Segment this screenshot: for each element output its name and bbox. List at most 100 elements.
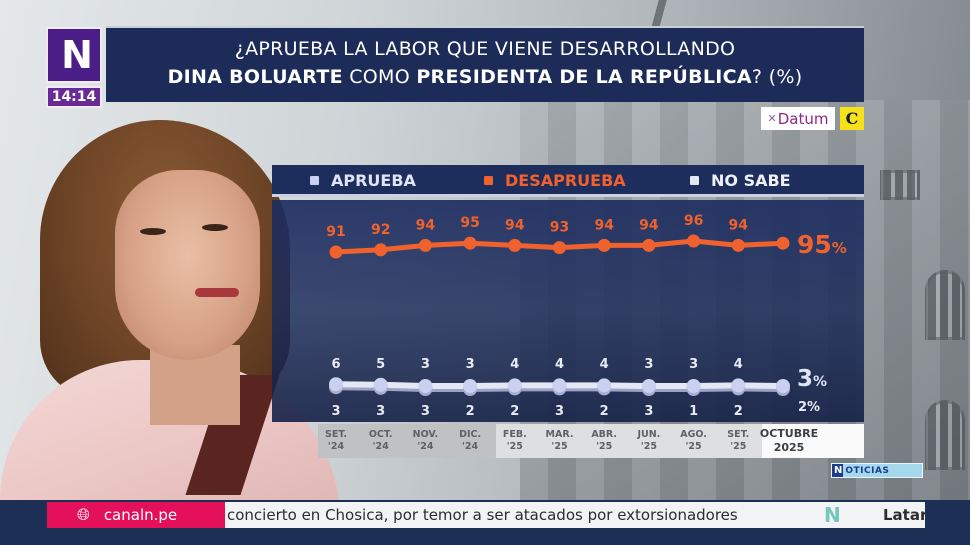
desaprueba-point <box>463 236 477 250</box>
no-sabe-data-label: 3 <box>644 404 653 419</box>
ticker-strip <box>225 502 925 528</box>
chart-plot-area: 91 92 94 95 94 93 94 94 96 94 95% 6 3 5 3 3 3 3 2 4 2 4 3 4 2 3 3 3… <box>272 200 864 422</box>
aprueba-data-label: 3 <box>421 357 430 372</box>
x-tick-month: SET. <box>325 429 347 440</box>
no-sabe-data-label: 2 <box>466 404 475 419</box>
aprueba-data-label: 4 <box>734 357 743 372</box>
no-sabe-data-label: 2 <box>600 404 609 419</box>
ticker-headline: concierto en Chosica, por temor a ser at… <box>227 506 738 524</box>
x-tick-label: NOV. '24 <box>400 429 450 453</box>
x-tick-year: '24 <box>417 441 434 452</box>
x-tick-month: NOV. <box>412 429 439 440</box>
el-comercio-logo: C <box>840 107 864 130</box>
desaprueba-data-label: 95 <box>460 215 479 231</box>
datum-figure-icon: ✕ <box>767 112 777 125</box>
ticker-separator-logo-icon: N <box>824 503 841 527</box>
photo-eye <box>202 224 228 231</box>
legend-item-desaprueba: DESAPRUEBA <box>484 171 626 190</box>
no-sabe-data-label: 2 <box>510 404 519 419</box>
channel-logo-glyph: N <box>61 33 93 77</box>
x-tick-year: '25 <box>730 441 747 452</box>
photo-face <box>115 170 260 360</box>
x-tick-year: '24 <box>372 441 389 452</box>
legend-label: APRUEBA <box>331 171 416 190</box>
x-tick-label: MAR. '25 <box>535 429 585 453</box>
x-tick-label: ABR. '25 <box>579 429 629 453</box>
aprueba-data-label: 3 <box>644 357 653 372</box>
noticias-logo-n: N <box>832 464 844 477</box>
desaprueba-data-label: 96 <box>684 213 703 229</box>
no-sabe-data-label: 3 <box>331 404 340 419</box>
desaprueba-point <box>731 238 745 252</box>
channel-logo: N <box>46 27 102 83</box>
aprueba-data-label: 3 <box>689 357 698 372</box>
no-sabe-data-label: 2 <box>734 404 743 419</box>
aprueba-point <box>641 379 656 393</box>
desaprueba-data-label: 94 <box>416 217 436 233</box>
desaprueba-point <box>508 238 522 252</box>
title-connector: COMO <box>342 66 417 88</box>
x-tick-year: '25 <box>640 441 657 452</box>
aprueba-data-label: 4 <box>510 357 519 372</box>
title-suffix: ? (%) <box>751 66 803 88</box>
chart-title-line2: DINA BOLUARTE COMO PRESIDENTA DE LA REPÚ… <box>106 66 864 88</box>
x-tick-year: '25 <box>685 441 702 452</box>
aprueba-data-label: 5 <box>376 357 385 372</box>
aprueba-final-label: 3% <box>797 366 827 392</box>
desaprueba-data-label: 94 <box>594 217 614 233</box>
desaprueba-data-label: 94 <box>505 217 525 233</box>
x-axis-band-current <box>762 424 864 458</box>
desaprueba-data-label: 94 <box>729 217 749 233</box>
x-tick-month: DIC. <box>459 429 482 440</box>
x-tick-label: SET. '24 <box>311 429 361 453</box>
desaprueba-final-label: 95% <box>797 230 847 259</box>
datum-logo: ✕ Datum <box>761 107 835 130</box>
x-tick-label: AGO. '25 <box>669 429 719 453</box>
x-tick-label: SET. '25 <box>713 429 763 453</box>
x-tick-label: DIC. '24 <box>445 429 495 453</box>
title-name: DINA BOLUARTE <box>167 66 343 88</box>
no-sabe-data-label: 3 <box>555 404 564 419</box>
desaprueba-data-label: 93 <box>550 220 569 236</box>
x-tick-month: FEB. <box>502 429 527 440</box>
legend-label: DESAPRUEBA <box>505 171 626 190</box>
aprueba-point <box>507 378 522 393</box>
aprueba-data-label: 6 <box>331 357 340 372</box>
legend-swatch-desaprueba <box>484 176 493 185</box>
chart-title-box: ¿APRUEBA LA LABOR QUE VIENE DESARROLLAND… <box>106 26 864 102</box>
x-tick-year: '25 <box>551 441 568 452</box>
legend-item-no-sabe: NO SABE <box>690 171 791 190</box>
desaprueba-point <box>374 243 388 257</box>
desaprueba-point <box>418 238 432 252</box>
x-tick-month: SET. <box>727 429 750 440</box>
background-window <box>925 400 965 470</box>
website-badge[interactable]: 🌐︎ canaln.pe <box>47 502 225 528</box>
legend-item-aprueba: APRUEBA <box>310 171 416 190</box>
background-flagpole <box>651 0 667 28</box>
desaprueba-data-label: 94 <box>639 217 659 233</box>
desaprueba-point <box>776 236 790 250</box>
datum-label: Datum <box>777 109 829 128</box>
x-tick-year: 2025 <box>773 441 805 454</box>
website-url: canaln.pe <box>103 506 178 524</box>
x-tick-year: '24 <box>462 441 479 452</box>
photo-mouth <box>195 288 239 297</box>
aprueba-point <box>597 378 612 393</box>
x-tick-month: OCT. <box>368 429 393 440</box>
desaprueba-data-label: 92 <box>371 222 390 238</box>
x-tick-month: MAR. <box>545 429 574 440</box>
aprueba-point <box>418 379 433 393</box>
clock: 14:14 <box>46 86 102 108</box>
x-tick-month: ABR. <box>591 429 618 440</box>
ticker-next-headline: Latar <box>883 506 925 524</box>
desaprueba-data-label: 91 <box>326 224 345 240</box>
noticias-label: OTICIAS <box>845 465 890 476</box>
legend-label: NO SABE <box>711 171 791 190</box>
x-tick-label: OCTUBRE 2025 <box>739 427 839 455</box>
aprueba-data-label: 4 <box>600 357 609 372</box>
x-tick-year: '25 <box>596 441 613 452</box>
aprueba-point <box>463 379 478 393</box>
x-axis: SET. '24 OCT. '24 NOV. '24 DIC. '24 FEB. '25 MAR. '… <box>318 424 864 458</box>
legend-swatch-aprueba <box>310 176 319 185</box>
presenter-photo <box>0 110 340 520</box>
